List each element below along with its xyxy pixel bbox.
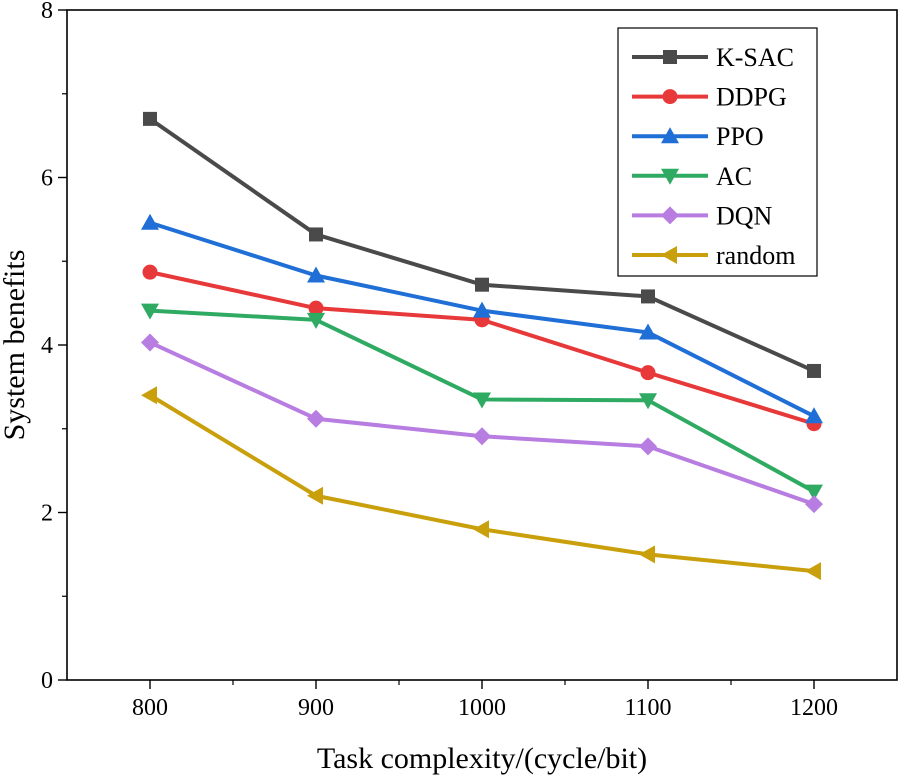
x-axis-title: Task complexity/(cycle/bit) — [317, 742, 647, 775]
x-tick-label: 800 — [132, 695, 168, 721]
legend-label-ac: AC — [716, 162, 752, 191]
x-tick-label: 1000 — [458, 695, 506, 721]
legend-marker-ppo — [661, 127, 679, 144]
legend-label-dqn: DQN — [716, 201, 773, 230]
series-ppo — [141, 213, 823, 424]
data-point-random — [639, 545, 655, 564]
data-point-random — [307, 486, 323, 505]
data-point-ppo — [639, 323, 657, 340]
axis-ticks: 800 900 1000 1100 1200 0 2 4 6 8 — [41, 0, 838, 721]
data-point-dqn — [473, 427, 491, 446]
data-point-ppo — [805, 407, 823, 424]
data-point-ddpg — [640, 365, 656, 381]
data-point-ppo — [141, 213, 159, 230]
series-k-sac — [143, 111, 821, 378]
data-point-k-sac — [807, 363, 821, 378]
legend-item-random: random — [632, 241, 795, 270]
legend-marker-random — [661, 246, 677, 264]
x-tick-label: 1100 — [624, 695, 671, 721]
data-point-ac — [307, 312, 325, 329]
legend-label-ppo: PPO — [716, 122, 764, 151]
data-point-dqn — [141, 333, 159, 352]
series-random — [141, 386, 821, 581]
y-tick-label: 8 — [41, 0, 53, 24]
data-point-k-sac — [143, 111, 157, 126]
legend-marker-ddpg — [662, 89, 678, 105]
data-point-ac — [805, 484, 823, 501]
series-layer — [141, 111, 823, 581]
series-ac — [141, 303, 823, 501]
y-tick-label: 2 — [41, 501, 53, 527]
data-point-random — [805, 562, 821, 581]
legend-item-ppo: PPO — [632, 122, 764, 151]
legend-item-ac: AC — [632, 162, 752, 191]
data-point-random — [473, 520, 489, 539]
data-point-ddpg — [308, 300, 324, 316]
data-point-ac — [639, 393, 657, 410]
legend-item-dqn: DQN — [632, 201, 773, 230]
data-point-ppo — [307, 266, 325, 283]
legend-item-ddpg: DDPG — [632, 83, 787, 112]
y-tick-label: 6 — [41, 166, 53, 192]
legend-marker-k-sac — [663, 50, 677, 64]
data-point-random — [141, 386, 157, 405]
series-dqn — [141, 333, 823, 514]
legend-label-random: random — [716, 241, 795, 270]
y-tick-label: 4 — [41, 333, 53, 359]
legend-label-ddpg: DDPG — [716, 83, 787, 112]
legend-marker-dqn — [661, 206, 679, 225]
data-point-ac — [141, 303, 159, 320]
data-point-ddpg — [142, 264, 158, 280]
data-point-k-sac — [475, 277, 489, 292]
data-point-dqn — [639, 437, 657, 456]
y-axis-title: System benefits — [0, 250, 31, 441]
series-line-random — [148, 393, 815, 574]
y-tick-label: 0 — [41, 668, 53, 694]
x-tick-label: 900 — [298, 695, 334, 721]
data-point-ac — [473, 392, 491, 409]
legend-marker-ac — [661, 168, 679, 185]
legend-label-k-sac: K-SAC — [716, 43, 794, 72]
x-tick-label: 1200 — [790, 695, 838, 721]
legend: K-SAC DDPG PPO AC DQN random — [617, 27, 818, 277]
legend-item-k-sac: K-SAC — [632, 43, 794, 72]
data-point-dqn — [307, 409, 325, 428]
legend-box — [617, 27, 818, 277]
data-point-dqn — [805, 495, 823, 514]
data-point-ppo — [473, 301, 491, 318]
data-point-k-sac — [641, 289, 655, 304]
data-point-k-sac — [309, 227, 323, 242]
